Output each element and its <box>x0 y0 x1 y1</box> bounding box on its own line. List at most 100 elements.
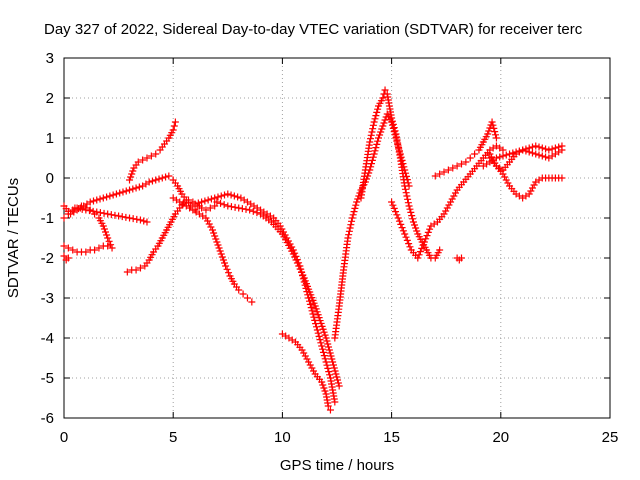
data-point <box>348 217 356 225</box>
data-point <box>444 166 452 174</box>
data-point <box>370 118 378 126</box>
data-point <box>305 297 313 305</box>
data-point <box>407 208 415 216</box>
data-point <box>411 221 419 229</box>
x-tick-label: 20 <box>492 429 509 446</box>
x-tick-label: 15 <box>383 429 400 446</box>
data-point <box>231 203 239 211</box>
y-tick-label: -6 <box>41 410 54 427</box>
data-point <box>404 195 412 203</box>
data-point <box>246 206 254 214</box>
data-point <box>492 131 500 139</box>
data-point <box>414 254 422 262</box>
data-point <box>211 232 219 240</box>
data-point <box>462 158 470 166</box>
data-point <box>378 125 386 133</box>
data-point <box>323 361 331 369</box>
data-point <box>107 241 115 249</box>
data-point <box>344 234 352 242</box>
data-point <box>320 352 328 360</box>
grid <box>64 58 610 418</box>
data-point <box>71 204 79 212</box>
data-point <box>224 190 232 198</box>
data-point <box>442 207 450 215</box>
data-point <box>399 227 407 235</box>
data-point <box>389 120 397 128</box>
data-point <box>214 193 222 201</box>
series-arc-m <box>357 86 444 262</box>
data-point <box>129 215 137 223</box>
data-point <box>235 286 243 294</box>
data-point <box>373 108 381 116</box>
data-point <box>394 214 402 222</box>
data-point <box>291 253 299 261</box>
data-point <box>325 368 333 376</box>
data-point <box>216 247 224 255</box>
data-point <box>326 349 334 357</box>
data-point <box>134 158 142 166</box>
data-point <box>212 235 220 243</box>
data-point <box>184 196 192 204</box>
data-point <box>535 151 543 159</box>
data-point <box>219 256 227 264</box>
data-point <box>204 217 212 225</box>
data-point <box>248 298 256 306</box>
data-point <box>374 137 382 145</box>
data-point <box>457 160 465 168</box>
data-point <box>440 168 448 176</box>
data-point <box>423 232 431 240</box>
data-point <box>118 213 126 221</box>
x-tick-labels: 0 5 10 15 20 25 <box>60 429 619 446</box>
data-point <box>104 234 112 242</box>
data-point <box>112 190 120 198</box>
data-point <box>345 227 353 235</box>
data-point <box>390 124 398 132</box>
data-point <box>390 204 398 212</box>
data-point <box>60 242 68 250</box>
data-point <box>416 248 424 256</box>
data-point <box>105 237 113 245</box>
data-point <box>440 210 448 218</box>
data-point <box>108 244 116 252</box>
data-point <box>139 156 147 164</box>
data-point <box>502 151 510 159</box>
data-point <box>381 116 389 124</box>
data-point <box>447 198 455 206</box>
y-tick-label: -1 <box>41 210 54 227</box>
data-point <box>542 145 550 153</box>
data-point <box>443 204 451 212</box>
data-point <box>431 172 439 180</box>
data-point <box>122 213 130 221</box>
data-point <box>100 209 108 217</box>
data-point <box>525 148 533 156</box>
data-point <box>436 170 444 178</box>
data-point <box>354 195 362 203</box>
data-point <box>319 348 327 356</box>
data-point <box>413 227 421 235</box>
data-point <box>75 205 83 213</box>
data-point <box>380 119 388 127</box>
data-point <box>64 254 72 262</box>
data-point <box>126 176 134 184</box>
data-point <box>372 112 380 120</box>
data-point <box>532 142 540 150</box>
data-point <box>350 208 358 216</box>
data-point <box>126 186 134 194</box>
data-point <box>324 340 332 348</box>
data-point <box>211 202 219 210</box>
data-point <box>326 371 334 379</box>
data-point <box>403 192 411 200</box>
data-point <box>301 352 309 360</box>
data-point <box>351 204 359 212</box>
data-point <box>64 210 72 218</box>
data-point <box>373 140 381 148</box>
data-point <box>401 182 409 190</box>
data-point <box>217 199 225 207</box>
data-point <box>466 154 474 162</box>
data-point <box>221 191 229 199</box>
data-point <box>91 246 99 254</box>
data-point <box>310 367 318 375</box>
data-point <box>329 361 337 369</box>
data-point <box>453 162 461 170</box>
data-point <box>217 192 225 200</box>
